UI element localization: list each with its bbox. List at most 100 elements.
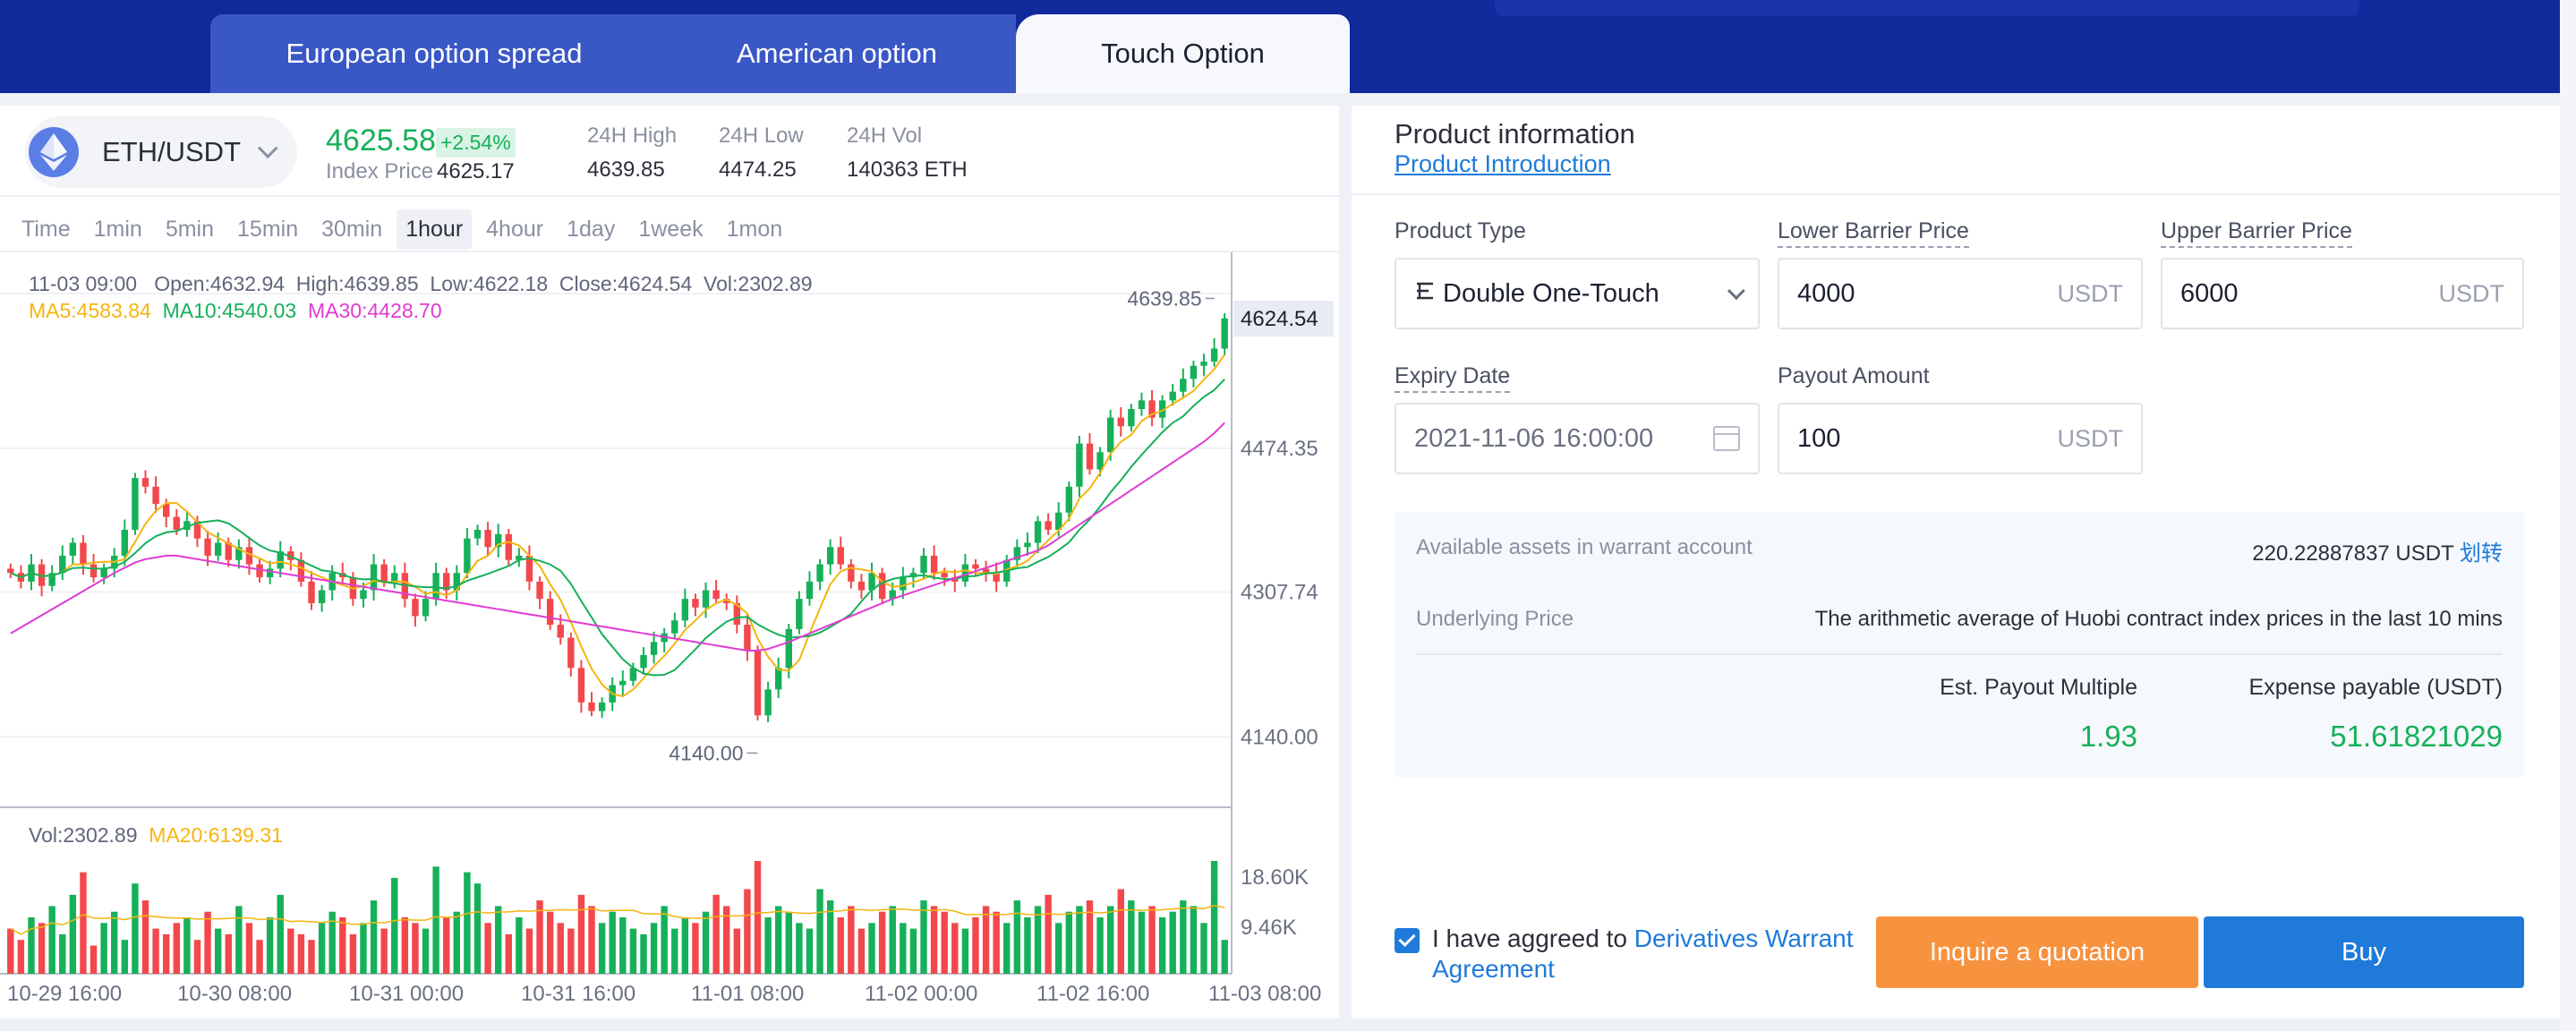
tab-european-option-spread[interactable]: European option spread	[210, 14, 658, 93]
candle-body	[598, 702, 606, 711]
volume-bar	[993, 911, 1000, 974]
candle-body	[1086, 443, 1094, 470]
expiry-date-label: Expiry Date	[1395, 363, 1511, 393]
interval-1day[interactable]: 1day	[567, 217, 616, 242]
interval-30min[interactable]: 30min	[321, 217, 383, 242]
expense-payable-value: 51.61821029	[2330, 720, 2503, 753]
volume-bar	[598, 923, 606, 974]
ma5-line	[10, 354, 1226, 698]
candle-body	[764, 689, 772, 716]
ma30-line	[10, 422, 1225, 652]
buy-button[interactable]: Buy	[2204, 916, 2524, 988]
volume-bar	[225, 933, 232, 974]
volume-bar	[204, 911, 211, 974]
volume-bar	[349, 933, 357, 974]
volume-bar	[816, 889, 823, 974]
volume-bar	[692, 923, 699, 974]
candle-body	[152, 486, 159, 505]
volume-bar	[1086, 900, 1094, 974]
payout-amount-input[interactable]: 100 USDT	[1778, 403, 2143, 474]
volume-bar	[1106, 906, 1114, 974]
candle-body	[712, 590, 720, 600]
volume-bar	[525, 928, 533, 974]
candle-body	[671, 620, 678, 634]
candle-body	[245, 547, 253, 565]
stat-24h-vol: 24H Vol 140363 ETH	[847, 124, 968, 183]
candle-body	[567, 637, 575, 669]
interval-15min[interactable]: 15min	[237, 217, 299, 242]
tab-touch-option[interactable]: Touch Option	[1016, 14, 1350, 93]
candle-body	[961, 564, 969, 582]
y-tick-label: 4307.74	[1241, 581, 1318, 605]
volume-bar	[297, 933, 305, 974]
candle-body	[1065, 486, 1073, 513]
payout-amount-value: 100	[1797, 423, 1841, 453]
interval-1min[interactable]: 1min	[93, 217, 142, 242]
candle-body	[1180, 379, 1187, 392]
agreement-link[interactable]: Derivatives Warrant Agreement	[1432, 924, 1854, 983]
candle-body	[38, 564, 46, 586]
volume-bar	[380, 928, 388, 974]
volume-bar	[681, 917, 689, 974]
candle-body	[1210, 348, 1218, 362]
volume-bar	[401, 917, 409, 974]
upper-barrier-value: 6000	[2180, 278, 2239, 308]
volume-bar	[422, 928, 430, 974]
volume-bar	[764, 917, 772, 974]
interval-time[interactable]: Time	[21, 217, 71, 242]
candlestick-chart[interactable]: 4474.35 4307.74 4140.00 4624.54 4639.85 4140.…	[0, 252, 1339, 1006]
candle-body	[193, 521, 201, 539]
volume-bar	[308, 940, 315, 974]
interval-4hour[interactable]: 4hour	[486, 217, 544, 242]
stat-label: 24H Vol	[847, 124, 923, 148]
product-introduction-link[interactable]: Product Introduction	[1395, 150, 1611, 177]
current-price-tag	[1233, 301, 1334, 337]
volume-bar	[1158, 917, 1166, 974]
lower-barrier-label: Lower Barrier Price	[1778, 218, 1969, 248]
volume-bar	[744, 889, 751, 974]
candle-body	[505, 533, 512, 560]
candle-body	[48, 573, 55, 586]
available-assets-label: Available assets in warrant account	[1416, 535, 1753, 559]
volume-bar	[671, 928, 678, 974]
volume-bar	[941, 911, 948, 974]
candle-body	[432, 573, 439, 600]
volume-bar	[339, 917, 346, 974]
available-assets-row: 220.22887837 USDT 划转	[2252, 535, 2503, 567]
candle-body	[360, 590, 367, 600]
pair-selector[interactable]: ETH/USDT	[25, 116, 297, 188]
header-search-pill[interactable]	[1495, 0, 2359, 16]
upper-barrier-input[interactable]: 6000 USDT	[2161, 258, 2524, 329]
candle-body	[868, 573, 875, 591]
product-type-select[interactable]: Double One-Touch	[1395, 258, 1760, 329]
interval-1hour[interactable]: 1hour	[397, 209, 473, 250]
interval-1week[interactable]: 1week	[638, 217, 704, 242]
candle-body	[536, 581, 543, 600]
calendar-icon	[1713, 426, 1740, 451]
inquire-quotation-button[interactable]: Inquire a quotation	[1876, 916, 2198, 988]
candle-body	[69, 542, 77, 556]
pair-name: ETH/USDT	[102, 136, 241, 167]
lower-barrier-input[interactable]: 4000 USDT	[1778, 258, 2143, 329]
volume-bar	[245, 923, 253, 974]
candle-body	[1013, 547, 1021, 560]
vol-tick-label: 9.46K	[1241, 916, 1297, 940]
interval-1mon[interactable]: 1mon	[726, 217, 783, 242]
expiry-date-picker[interactable]: 2021-11-06 16:00:00	[1395, 403, 1760, 474]
volume-bar	[1076, 906, 1083, 974]
divider	[1352, 193, 2560, 195]
tab-american-option[interactable]: American option	[658, 14, 1016, 93]
candle-body	[941, 573, 948, 578]
candle-body	[1158, 400, 1166, 418]
candle-body	[1055, 512, 1062, 530]
volume-bar	[277, 894, 284, 974]
volume-bar	[878, 911, 886, 974]
volume-ma20-line	[10, 905, 1225, 935]
vol-label: Vol:2302.89	[29, 823, 138, 847]
interval-5min[interactable]: 5min	[165, 217, 215, 242]
agreement-checkbox[interactable]	[1395, 928, 1420, 953]
x-tick-label: 11-02 16:00	[1036, 982, 1149, 1004]
transfer-link[interactable]: 划转	[2460, 541, 2503, 566]
x-tick-label: 10-29 16:00	[7, 982, 122, 1004]
volume-bar	[1034, 906, 1042, 974]
